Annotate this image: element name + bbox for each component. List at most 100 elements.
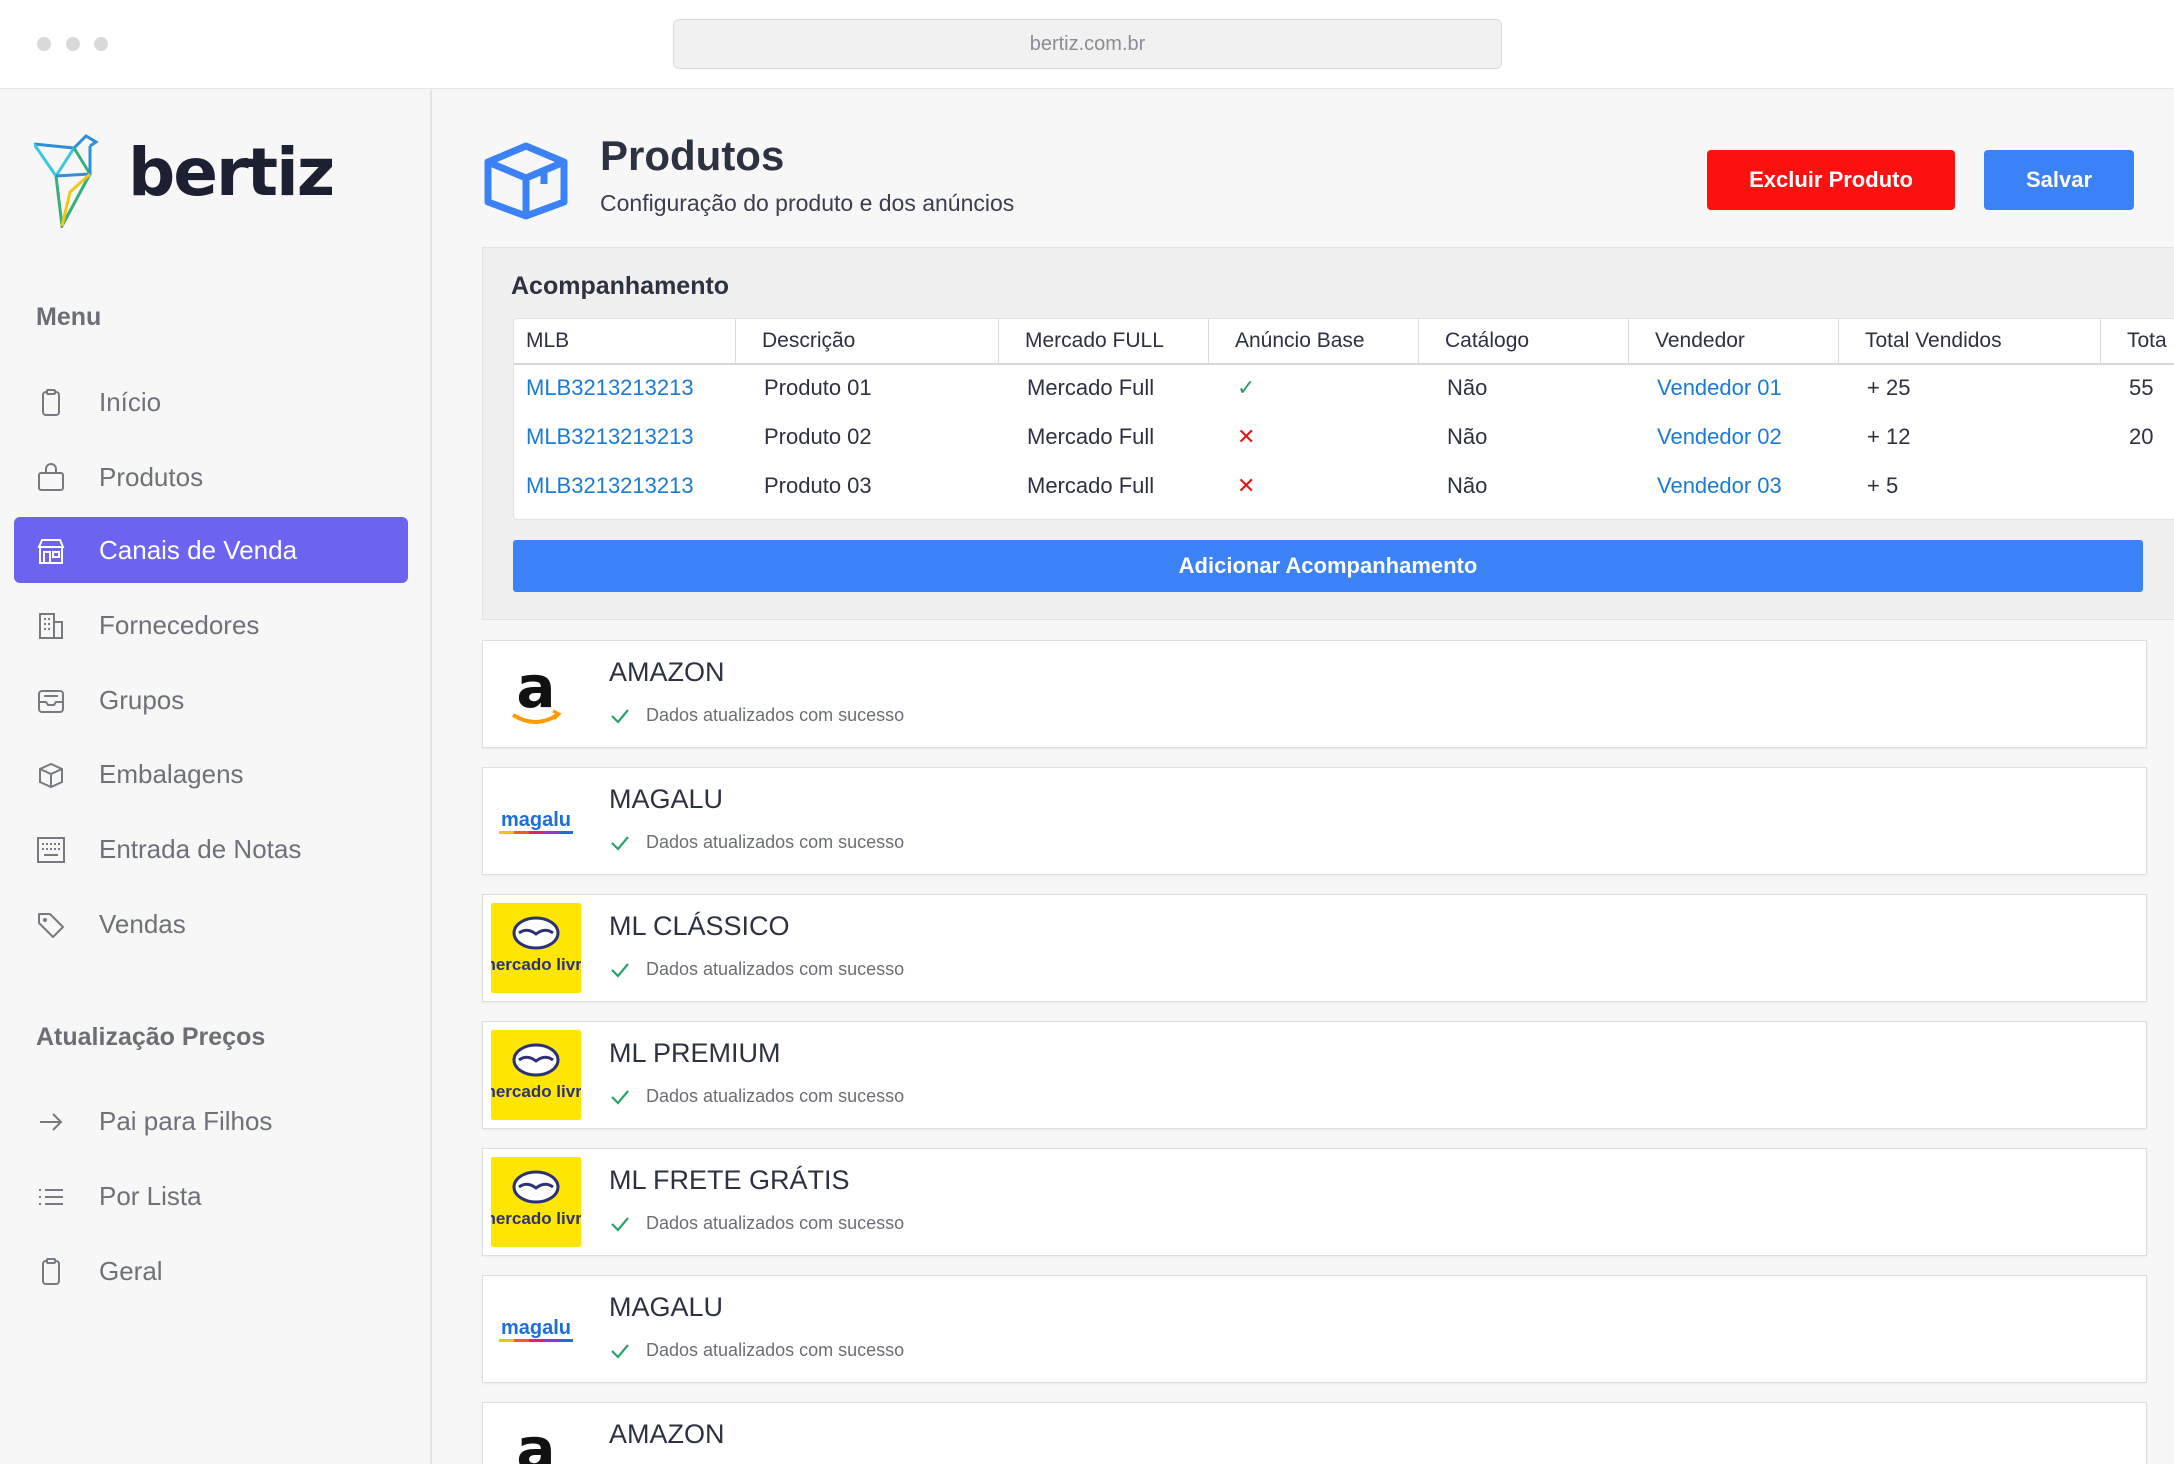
check-icon: ✓ <box>1237 375 1256 400</box>
row-mlb-link[interactable]: MLB3213213213 <box>526 473 694 498</box>
tracking-panel: Acompanhamento MLB Descrição Mercado FUL… <box>482 247 2174 620</box>
sidebar-item-embalagens[interactable]: Embalagens <box>14 741 408 807</box>
sidebar-item-por-lista[interactable]: Por Lista <box>14 1163 408 1229</box>
column-header-vendedor[interactable]: Vendedor <box>1629 319 1839 363</box>
address-bar[interactable]: bertiz.com.br <box>673 19 1502 69</box>
row-vendedor-link[interactable]: Vendedor 01 <box>1657 375 1782 400</box>
sidebar-item-label: Produtos <box>99 461 204 492</box>
column-header-anuncio-base[interactable]: Anúncio Base <box>1209 319 1419 363</box>
check-icon <box>611 1090 629 1105</box>
check-icon <box>611 836 629 851</box>
window-close-dot[interactable] <box>37 37 51 51</box>
check-icon <box>611 963 629 978</box>
sidebar-item-label: Vendas <box>99 908 186 939</box>
row-catalogo: Não <box>1447 473 1488 498</box>
bird-logo-icon <box>34 134 99 228</box>
sidebar-item-label: Canais de Venda <box>99 534 298 565</box>
box-icon <box>484 142 568 220</box>
mercado-livre-logo: mercado livre <box>491 1030 581 1120</box>
column-header-catalogo[interactable]: Catálogo <box>1419 319 1629 363</box>
sidebar-item-label: Entrada de Notas <box>99 833 302 864</box>
row-total-vendidos: + 12 <box>1867 424 1911 449</box>
sidebar-item-entrada-de-notas[interactable]: Entrada de Notas <box>14 816 408 882</box>
row-catalogo: Não <box>1447 424 1488 449</box>
bag-icon <box>38 463 64 491</box>
channel-card-ml-classico[interactable]: mercado livre ML CLÁSSICO Dados atualiza… <box>482 894 2147 1002</box>
column-header-mlb[interactable]: MLB <box>514 319 736 363</box>
page-subtitle: Configuração do produto e dos anúncios <box>600 190 1015 216</box>
menu-section-title: Menu <box>36 303 102 331</box>
amazon-logo-letter: a <box>516 653 555 721</box>
sidebar-item-label: Por Lista <box>99 1180 202 1211</box>
row-mercado-full: Mercado Full <box>1027 424 1155 449</box>
sidebar-item-canais-de-venda[interactable]: Canais de Venda <box>14 517 408 583</box>
check-icon <box>611 1344 629 1359</box>
tracking-table: MLB Descrição Mercado FULL Anúncio Base … <box>513 318 2174 520</box>
column-header-descricao[interactable]: Descrição <box>736 319 999 363</box>
clipboard-icon <box>42 389 60 416</box>
row-mercado-full: Mercado Full <box>1027 375 1155 400</box>
row-total: 20 <box>2129 424 2154 449</box>
package-icon <box>39 762 63 789</box>
arrow-right-icon <box>40 1113 63 1131</box>
row-vendedor-link[interactable]: Vendedor 02 <box>1657 424 1782 449</box>
channel-name: ML CLÁSSICO <box>609 911 790 941</box>
mercado-livre-logo-text: mercado livre <box>491 1209 581 1228</box>
inbox-icon <box>38 690 64 713</box>
column-header-total-vendidos[interactable]: Total Vendidos <box>1839 319 2101 363</box>
sidebar-item-label: Fornecedores <box>99 609 260 640</box>
mercado-livre-logo: mercado livre <box>491 903 581 993</box>
amazon-logo-letter: a <box>516 1415 555 1464</box>
column-header-total[interactable]: Tota <box>2127 329 2167 352</box>
channel-name: ML FRETE GRÁTIS <box>609 1165 850 1195</box>
tracking-title: Acompanhamento <box>511 272 730 300</box>
sidebar-item-inicio[interactable]: Início <box>14 369 408 435</box>
window-maximize-dot[interactable] <box>94 37 108 51</box>
building-icon <box>39 613 63 639</box>
sidebar-item-geral[interactable]: Geral <box>14 1238 408 1304</box>
sidebar-item-produtos[interactable]: Produtos <box>14 444 408 510</box>
channel-card-ml-frete-gratis[interactable]: mercado livre ML FRETE GRÁTIS Dados atua… <box>482 1148 2147 1256</box>
row-total-vendidos: + 5 <box>1867 473 1899 498</box>
brand-name: bertiz <box>128 134 335 211</box>
row-descricao: Produto 03 <box>764 473 872 498</box>
channel-card-amazon[interactable]: a AMAZON Dados atualizados com sucesso <box>482 640 2147 748</box>
save-button[interactable]: Salvar <box>1984 150 2134 210</box>
sidebar-item-vendas[interactable]: Vendas <box>14 891 408 957</box>
channel-card-amazon[interactable]: a AMAZON <box>482 1402 2147 1464</box>
sidebar-item-label: Pai para Filhos <box>99 1105 273 1136</box>
channel-card-magalu[interactable]: magalu MAGALU Dados atualizados com suce… <box>482 767 2147 875</box>
row-mercado-full: Mercado Full <box>1027 473 1155 498</box>
brand-logo[interactable]: bertiz <box>34 132 335 228</box>
sidebar-item-pai-para-filhos[interactable]: Pai para Filhos <box>14 1088 408 1154</box>
amazon-logo: a <box>516 1415 555 1464</box>
row-mlb-link[interactable]: MLB3213213213 <box>526 375 694 400</box>
mercado-livre-logo-text: mercado livre <box>491 1082 581 1101</box>
channel-card-magalu[interactable]: magalu MAGALU Dados atualizados com suce… <box>482 1275 2147 1383</box>
mercado-livre-logo-text: mercado livre <box>491 955 581 974</box>
sidebar-item-label: Grupos <box>99 684 185 715</box>
magalu-logo: magalu <box>499 809 573 834</box>
sidebar-item-grupos[interactable]: Grupos <box>14 667 408 733</box>
magalu-logo-text: magalu <box>501 809 571 831</box>
store-icon <box>37 539 65 564</box>
channel-status: Dados atualizados com sucesso <box>646 1086 905 1106</box>
channel-card-ml-premium[interactable]: mercado livre ML PREMIUM Dados atualizad… <box>482 1021 2147 1129</box>
channel-status: Dados atualizados com sucesso <box>646 959 905 979</box>
cross-icon: ✕ <box>1237 473 1256 498</box>
delete-product-button[interactable]: Excluir Produto <box>1707 150 1955 210</box>
magalu-logo-text: magalu <box>501 1317 571 1339</box>
column-header-mercado-full[interactable]: Mercado FULL <box>999 319 1209 363</box>
sidebar-item-fornecedores[interactable]: Fornecedores <box>14 592 408 658</box>
row-vendedor-link[interactable]: Vendedor 03 <box>1657 473 1782 498</box>
row-descricao: Produto 02 <box>764 424 872 449</box>
add-tracking-button[interactable]: Adicionar Acompanhamento <box>513 540 2143 592</box>
window-minimize-dot[interactable] <box>66 37 80 51</box>
channel-status: Dados atualizados com sucesso <box>646 832 905 852</box>
row-mlb-link[interactable]: MLB3213213213 <box>526 424 694 449</box>
check-icon <box>611 1217 629 1232</box>
channel-name: ML PREMIUM <box>609 1038 781 1068</box>
channel-status: Dados atualizados com sucesso <box>646 1213 905 1233</box>
channel-name: MAGALU <box>609 784 724 814</box>
keyboard-icon <box>37 837 65 863</box>
